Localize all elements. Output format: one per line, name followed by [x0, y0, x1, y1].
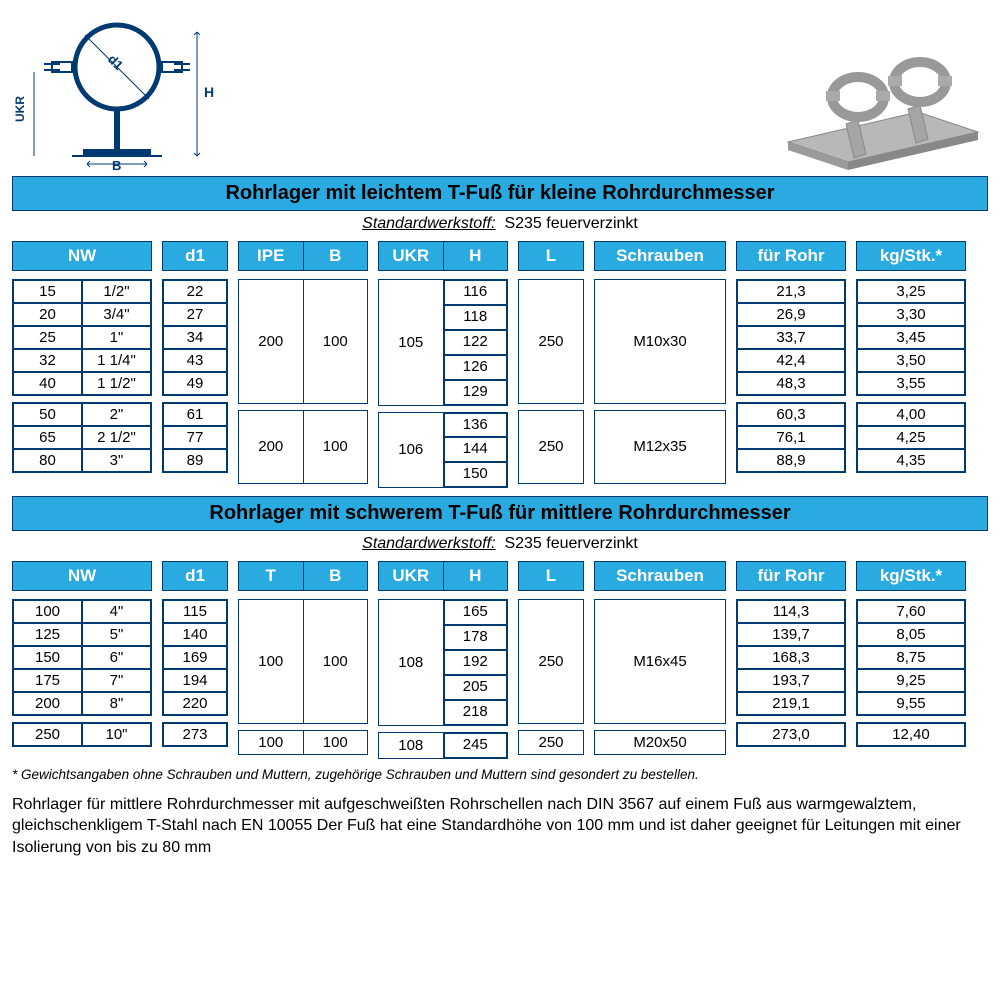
product-render	[768, 12, 988, 172]
section-title: Rohrlager mit schwerem T-Fuß für mittler…	[12, 496, 988, 531]
footnote: * Gewichtsangaben ohne Schrauben und Mut…	[12, 767, 988, 782]
label-b: B	[112, 158, 121, 172]
section-subtitle: Standardwerkstoff: S235 feuerverzinkt	[12, 215, 988, 233]
label-d1: d1	[105, 52, 126, 73]
top-images-row: d1 UKR H B	[12, 12, 988, 172]
section-title: Rohrlager mit leichtem T-Fuß für kleine …	[12, 176, 988, 211]
description: Rohrlager für mittlere Rohrdurchmesser m…	[12, 794, 988, 859]
technical-diagram: d1 UKR H B	[12, 12, 222, 172]
data-row: 151/2"203/4"251"321 1/4"401 1/2"502"652 …	[12, 279, 988, 488]
label-ukr: UKR	[13, 96, 27, 122]
header-row: NWd1IPEBUKRHLSchraubenfür Rohrkg/Stk.*	[12, 241, 988, 271]
header-row: NWd1TBUKRHLSchraubenfür Rohrkg/Stk.*	[12, 561, 988, 591]
data-row: 1004"1255"1506"1757"2008"25010"115140169…	[12, 599, 988, 758]
section-subtitle: Standardwerkstoff: S235 feuerverzinkt	[12, 535, 988, 553]
label-h: H	[204, 84, 214, 100]
